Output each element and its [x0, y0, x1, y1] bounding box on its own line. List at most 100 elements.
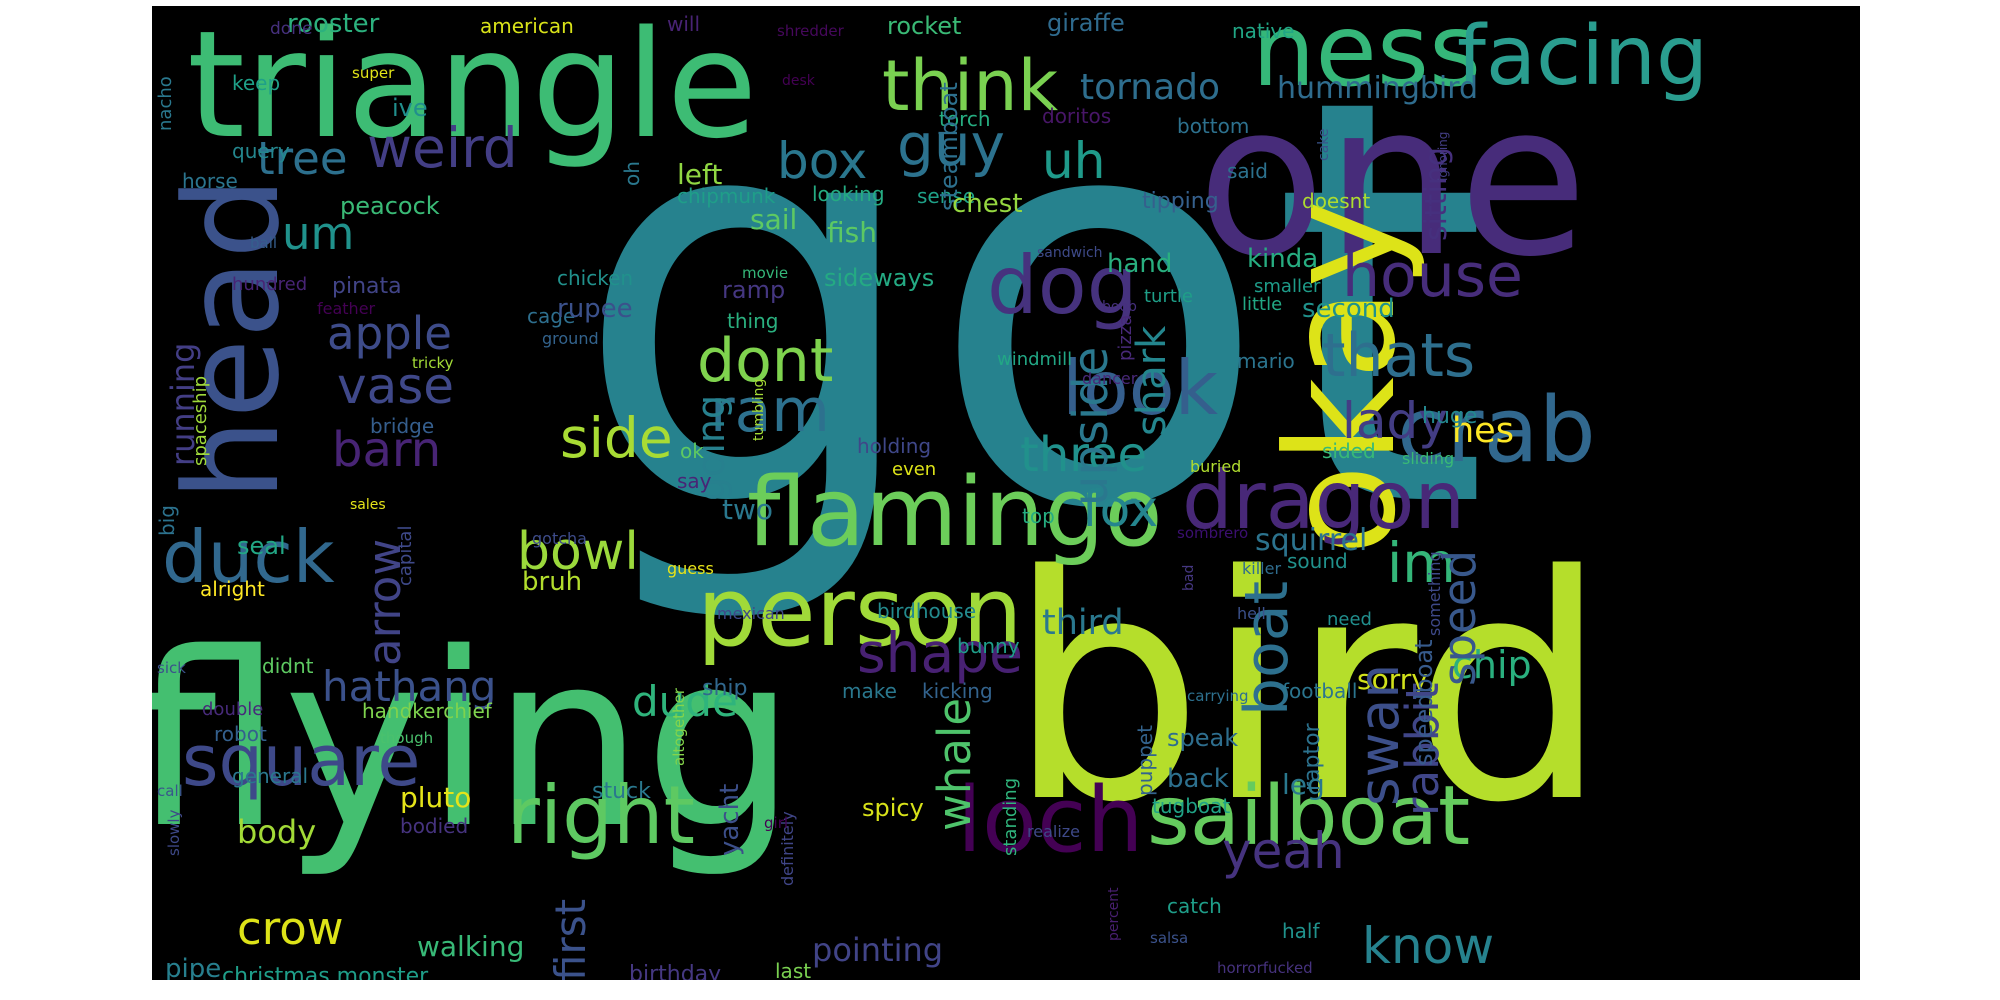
- word-desk: desk: [782, 73, 815, 89]
- word-doesnt: doesnt: [1302, 189, 1371, 213]
- word-tricky: tricky: [412, 354, 454, 372]
- word-duck: duck: [162, 515, 335, 599]
- word-boob: boob: [1102, 299, 1137, 315]
- word-smaller: smaller: [1254, 276, 1321, 297]
- word-sandwich: sandwich: [1037, 245, 1103, 261]
- word-pluto: pluto: [400, 781, 472, 814]
- word-tree: tree: [257, 132, 348, 185]
- word-altogether: altogether: [670, 688, 688, 766]
- word-ness: ness: [1252, 6, 1482, 109]
- word-fox: fox: [1082, 480, 1159, 538]
- word-spaceship: spaceship: [190, 375, 211, 466]
- word-bird: bird: [1007, 510, 1609, 871]
- word-robot: robot: [214, 722, 267, 746]
- word-native: native: [1232, 19, 1295, 43]
- word-girl: girl: [764, 814, 789, 832]
- word-standing: standing: [1000, 777, 1021, 856]
- word-looking: looking: [812, 182, 885, 206]
- word-hell: hell: [1237, 604, 1266, 623]
- word-pipe: pipe: [165, 954, 222, 980]
- word-doritos: doritos: [1042, 104, 1112, 128]
- word-weird: weird: [367, 116, 518, 180]
- word-kicking: kicking: [922, 679, 993, 703]
- word-box: box: [777, 132, 868, 190]
- word-birthday: birthday: [629, 962, 722, 981]
- word-yeah: yeah: [1222, 822, 1345, 880]
- word-realize: realize: [1027, 822, 1081, 841]
- word-vase: vase: [337, 357, 455, 415]
- word-sombrero: sombrero: [1177, 524, 1249, 542]
- word-whale: whale: [928, 697, 981, 831]
- word-two: two: [722, 493, 774, 526]
- word-sliding: sliding: [1402, 449, 1455, 468]
- word-capital: capital: [395, 525, 416, 586]
- word-mexican: mexican: [717, 604, 785, 623]
- word-sail: sail: [750, 203, 798, 236]
- word-sense: sense: [917, 184, 976, 208]
- word-left: left: [677, 158, 723, 191]
- word-carrying: carrying: [1187, 687, 1249, 705]
- word-bridge: bridge: [370, 414, 435, 438]
- word-tornado: tornado: [1080, 67, 1221, 108]
- word-guy: guy: [897, 111, 1005, 179]
- word-seal: seal: [237, 532, 286, 560]
- word-windmill: windmill: [997, 349, 1073, 370]
- word-huge: huge: [1422, 404, 1478, 429]
- word-torch: torch: [939, 107, 991, 131]
- word-barn: barn: [332, 422, 442, 478]
- word-dragon: dragon: [1182, 454, 1466, 547]
- word-sided: sided: [1322, 439, 1376, 463]
- word-sales: sales: [350, 497, 386, 513]
- word-peacock: peacock: [340, 192, 440, 220]
- word-got: got: [572, 6, 1490, 632]
- word-hes: hes: [1452, 411, 1514, 451]
- word-pinata: pinata: [332, 274, 402, 299]
- word-know: know: [1362, 917, 1495, 975]
- word-house: house: [1342, 241, 1523, 311]
- word-stuck: stuck: [592, 779, 651, 804]
- word-chip: chip: [1452, 643, 1532, 687]
- word-hand: hand: [1107, 249, 1173, 279]
- word-spicy: spicy: [862, 794, 924, 822]
- word-gotcha: gotcha: [532, 529, 587, 548]
- word-loch: loch: [957, 768, 1144, 873]
- word-person: person: [697, 558, 1023, 668]
- word-pizza: pizza: [1115, 314, 1136, 361]
- word-facing: facing: [1457, 9, 1709, 104]
- word-three: three: [1020, 427, 1147, 483]
- word-ram: ram: [710, 376, 830, 446]
- word-crow: crow: [237, 902, 344, 955]
- word-rooster: rooster: [287, 9, 380, 39]
- word-hundred: hundred: [232, 274, 308, 295]
- word-oh: oh: [620, 161, 644, 186]
- word-look: look: [1062, 344, 1219, 432]
- word-buried: buried: [1190, 457, 1242, 476]
- word-slowly: slowly: [165, 809, 183, 856]
- word-cage: cage: [527, 304, 576, 328]
- word-um: um: [282, 207, 355, 260]
- word-second: second: [1302, 294, 1395, 324]
- word-im: im: [1387, 531, 1456, 595]
- word-catch: catch: [1167, 894, 1222, 918]
- word-sailboat: sailboat: [1147, 769, 1471, 864]
- word-though: though: [380, 729, 434, 747]
- word-super: super: [352, 64, 395, 82]
- word-big: big: [155, 505, 179, 536]
- word-think: think: [882, 45, 1059, 127]
- word-feather: feather: [317, 299, 376, 318]
- word-speak: speak: [1167, 724, 1239, 752]
- word-alright: alright: [200, 577, 265, 601]
- word-tipping: tipping: [1142, 189, 1219, 214]
- word-bruh: bruh: [522, 567, 583, 597]
- word-crab: crab: [1397, 378, 1596, 483]
- word-uh: uh: [1042, 132, 1106, 190]
- word-ramp: ramp: [722, 276, 786, 304]
- word-query: query: [232, 139, 290, 163]
- word-cloud: got flying bird triangle one ness facing…: [152, 6, 1860, 980]
- word-apple: apple: [327, 307, 452, 360]
- word-giraffe: giraffe: [1047, 9, 1125, 37]
- word-need: need: [1327, 609, 1372, 630]
- word-yacht: yacht: [715, 783, 745, 856]
- word-rocket: rocket: [887, 12, 962, 40]
- word-squirrel: squirrel: [1255, 523, 1368, 558]
